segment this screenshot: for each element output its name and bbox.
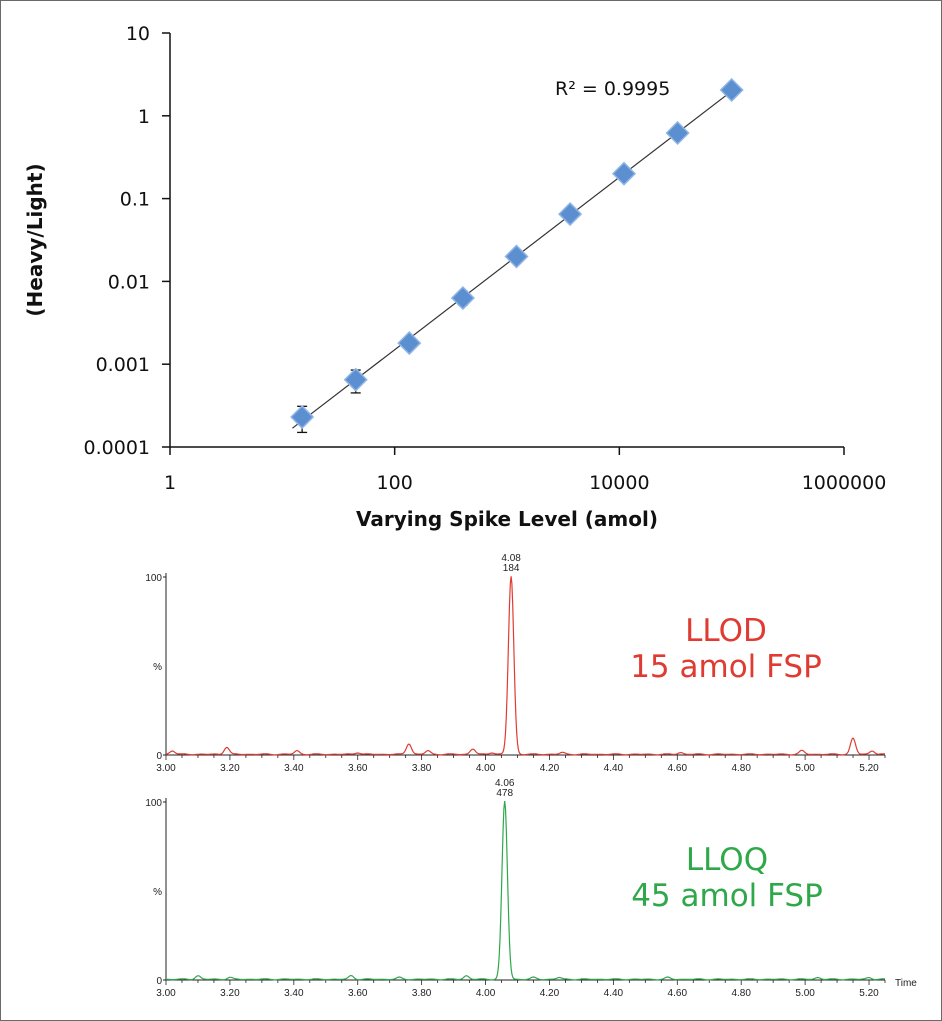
chrom-x-tick-label: 3.20 <box>220 988 240 999</box>
chrom-x-tick-label: 4.80 <box>731 988 751 999</box>
chrom-x-tick-label: 4.20 <box>540 763 560 774</box>
llod-chromatogram: 100% 03.00 3.20 3.40 3.60 3.80 4.00 4.20 4.40 4.6… <box>145 553 886 774</box>
chrom-x-tick-label: 5.20 <box>859 763 879 774</box>
data-point <box>397 331 422 356</box>
cal-x-tick-label: 1 <box>164 472 176 494</box>
calibration-plot: 10 1 0.1 0.01 0.001 0.0001 1 100 10000 1000000 R… <box>23 23 886 531</box>
chrom-x-tick-label: 5.00 <box>795 763 815 774</box>
chrom-x-tick-label: 5.20 <box>859 988 879 999</box>
cal-y-tick-label: 0.01 <box>108 271 150 293</box>
chrom-y-tick-label: 100 <box>145 798 162 809</box>
cal-x-tick-label: 1000000 <box>802 472 887 494</box>
data-point <box>450 285 475 311</box>
data-point <box>504 244 529 269</box>
cal-x-tick-label: 10000 <box>589 472 649 494</box>
chrom-x-tick-label: 3.80 <box>412 988 432 999</box>
r-squared-label: R² = 0.9995 <box>555 78 670 100</box>
chrom-x-tick-label: 3.40 <box>284 763 304 774</box>
data-point <box>343 367 368 392</box>
peak-label: 4.06 <box>495 778 515 789</box>
chrom-x-tick-label: 3.00 <box>156 988 176 999</box>
chrom-x-tick-label: 3.20 <box>220 763 240 774</box>
chrom-y-tick-label: % <box>153 887 162 898</box>
chrom-x-tick-label: 4.20 <box>540 988 560 999</box>
cal-y-tick-label: 1 <box>138 106 150 128</box>
chrom-annotation-label: LLOD <box>685 613 767 649</box>
data-point <box>558 202 583 227</box>
chrom-y-tick-label: % <box>153 662 162 673</box>
chrom-annotation-label: 15 amol FSP <box>630 649 822 685</box>
chrom-x-tick-label: 3.60 <box>348 988 368 999</box>
data-point <box>611 161 637 186</box>
chrom-y-tick-label: 100 <box>145 573 162 584</box>
data-point <box>719 77 744 103</box>
chrom-trace <box>166 801 885 981</box>
chrom-x-tick-label: 4.60 <box>668 988 688 999</box>
peak-label: 184 <box>503 563 520 574</box>
chrom-annotation-label: 45 amol FSP <box>631 878 823 914</box>
chrom-x-tick-label: 3.40 <box>284 988 304 999</box>
cal-y-tick-label: 0.001 <box>96 354 150 376</box>
cal-y-tick-label: 0.1 <box>120 189 150 211</box>
peak-label: 4.08 <box>501 553 521 564</box>
chrom-x-tick-label: 4.40 <box>604 988 624 999</box>
chrom-y-tick-label: 0 <box>156 751 162 762</box>
chrom-x-tick-label: 4.80 <box>731 763 751 774</box>
chrom-x-tick-label: 3.00 <box>156 763 176 774</box>
peak-label: 478 <box>496 788 513 799</box>
lloq-chromatogram: 100% 03.00 3.20 3.40 3.60 3.80 4.00 4.20 4.40 4.6… <box>145 778 917 999</box>
cal-x-axis-title: Varying Spike Level (amol) <box>356 507 658 531</box>
cal-y-tick-label: 10 <box>126 23 150 45</box>
chrom-x-unit: Time <box>895 978 917 989</box>
chrom-x-tick-label: 4.60 <box>668 763 688 774</box>
cal-y-tick-label: 0.0001 <box>84 437 150 459</box>
data-point <box>290 404 315 430</box>
chrom-x-tick-label: 3.60 <box>348 763 368 774</box>
chrom-x-tick-label: 4.00 <box>476 988 496 999</box>
chrom-x-tick-label: 3.80 <box>412 763 432 774</box>
chrom-x-tick-label: 5.00 <box>795 988 815 999</box>
chrom-y-tick-label: 0 <box>156 976 162 987</box>
chrom-annotation-label: LLOQ <box>686 842 768 878</box>
chrom-trace <box>165 576 885 756</box>
cal-x-tick-label: 100 <box>377 472 413 494</box>
chrom-x-tick-label: 4.40 <box>604 763 624 774</box>
data-point <box>665 120 690 146</box>
chrom-x-tick-label: 4.00 <box>476 763 496 774</box>
cal-y-axis-title: (Heavy/Light) <box>23 163 47 316</box>
